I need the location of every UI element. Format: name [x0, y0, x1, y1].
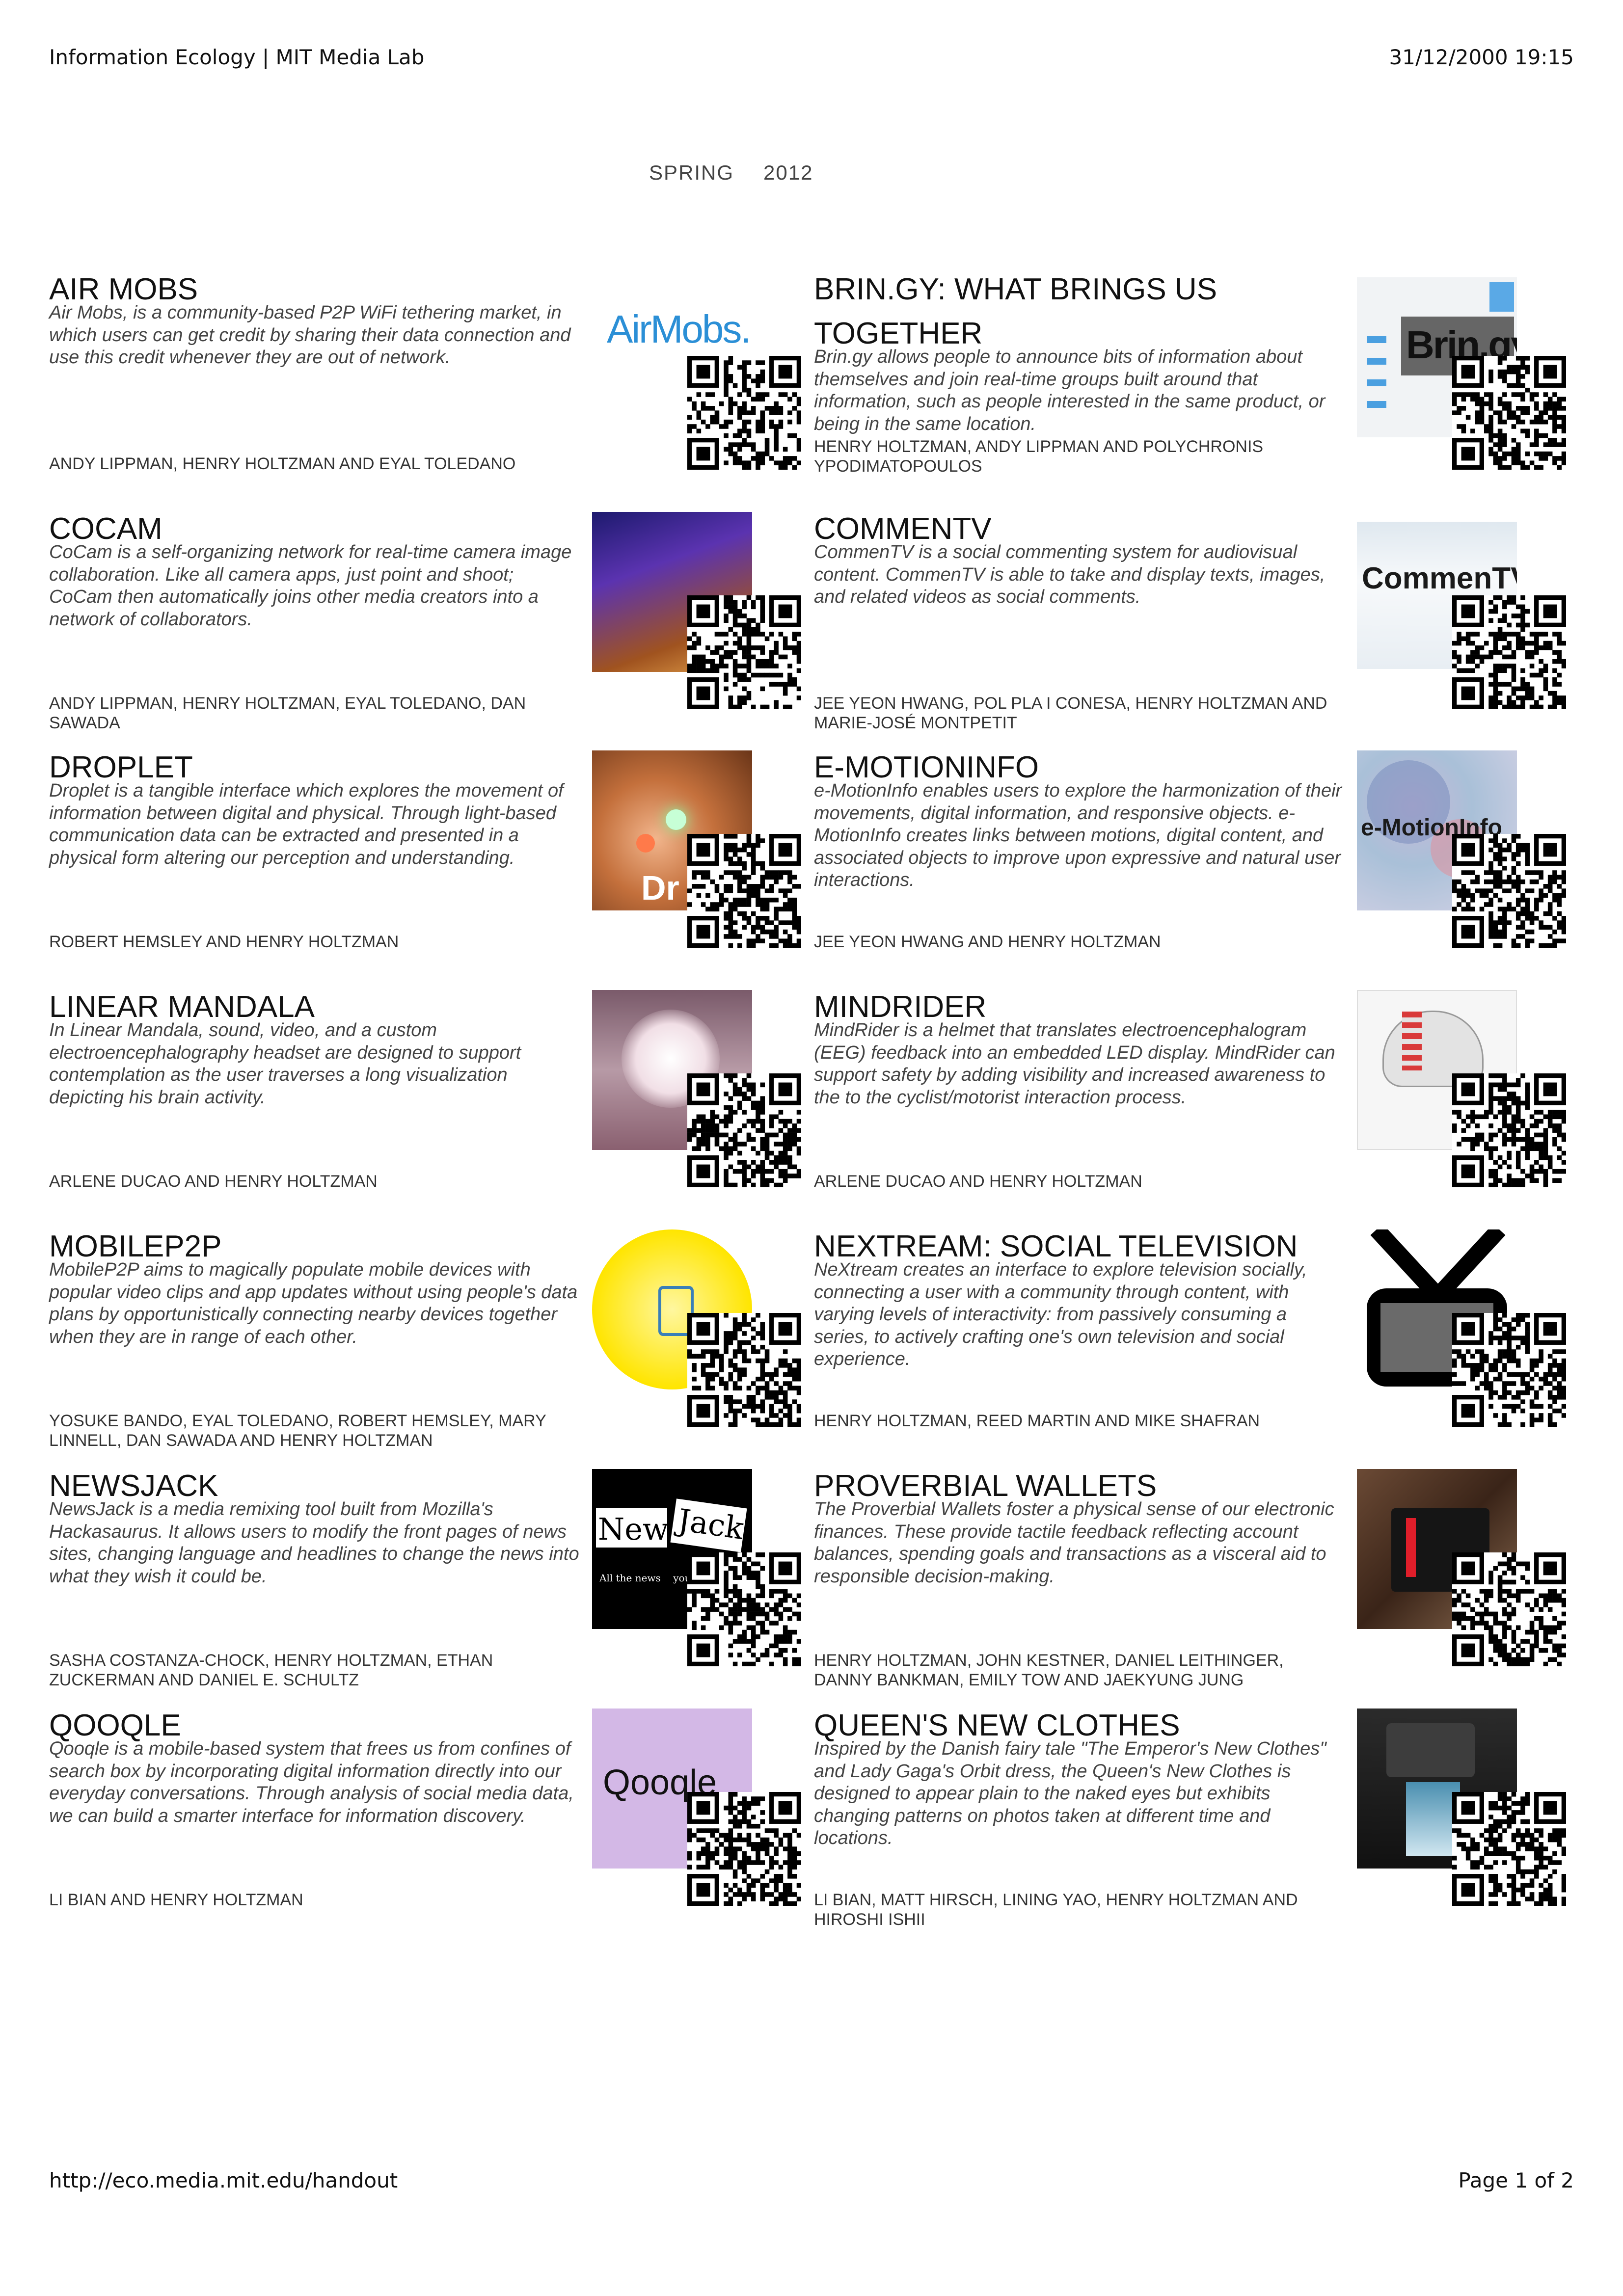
project-title: DROPLET [49, 750, 193, 784]
page-footer-url[interactable]: http://eco.media.mit.edu/handout [49, 2168, 398, 2192]
droplet-light [666, 809, 686, 830]
qr-code-icon [687, 1552, 801, 1666]
qr-code-icon [687, 834, 801, 948]
project-title: QUEEN'S NEW CLOTHES [814, 1709, 1180, 1742]
project-authors: JEE YEON HWANG, POL PLA I CONESA, HENRY … [814, 694, 1327, 732]
project-authors: LI BIAN, MATT HIRSCH, LINING YAO, HENRY … [814, 1891, 1298, 1929]
project-authors: JEE YEON HWANG AND HENRY HOLTZMAN [814, 933, 1161, 951]
project-authors: ROBERT HEMSLEY AND HENRY HOLTZMAN [49, 933, 399, 951]
counter-badge [1489, 282, 1514, 312]
project-authors: HENRY HOLTZMAN, JOHN KESTNER, DANIEL LEI… [814, 1651, 1284, 1689]
project-description: Droplet is a tangible interface which ex… [49, 780, 564, 868]
newsjack-logo-news: News [598, 1511, 684, 1547]
project-title: PROVERBIAL WALLETS [814, 1469, 1157, 1503]
project-description: CommenTV is a social commenting system f… [814, 542, 1325, 607]
project-description: MobileP2P aims to magically populate mob… [49, 1259, 578, 1347]
qr-code-icon [1452, 1313, 1566, 1427]
project-card-air-mobs: AIR MOBS Air Mobs, is a community-based … [49, 267, 805, 483]
newsjack-tagline: All the news you'd [599, 1572, 700, 1584]
project-card-bringy: BRIN.GY: WHAT BRINGS US TOGETHER Brin.gy… [814, 267, 1570, 483]
droplet-logo: Dr [641, 869, 679, 907]
project-description: The Proverbial Wallets foster a physical… [814, 1499, 1334, 1587]
project-title: MINDRIDER [814, 990, 987, 1024]
bubble [1367, 760, 1450, 844]
project-card-commentv: COMMENTV CommenTV is a social commenting… [814, 507, 1570, 732]
project-card-qooqle: QOOQLE Qooqle is a mobile-based system t… [49, 1704, 805, 1920]
project-description: NewsJack is a media remixing tool built … [49, 1499, 579, 1587]
camera-body [1386, 1723, 1475, 1777]
project-authors: SASHA COSTANZA-CHOCK, HENRY HOLTZMAN, ET… [49, 1651, 493, 1689]
project-authors: ANDY LIPPMAN, HENRY HOLTZMAN AND EYAL TO… [49, 454, 516, 473]
project-thumbnail [1357, 1709, 1517, 1869]
project-card-droplet: DROPLET Droplet is a tangible interface … [49, 746, 805, 961]
project-title: COMMENTV [814, 512, 992, 546]
ui-bars [1367, 336, 1386, 415]
semester-label: SPRING 2012 [649, 161, 842, 185]
page-header-timestamp: 31/12/2000 19:15 [1389, 45, 1574, 69]
qr-code-icon [687, 1792, 801, 1906]
qr-code-icon [1452, 1792, 1566, 1906]
project-title: MOBILEP2P [49, 1229, 222, 1263]
project-thumbnail [1357, 990, 1517, 1150]
project-authors: HENRY HOLTZMAN, ANDY LIPPMAN AND POLYCHR… [814, 437, 1264, 476]
project-title: QOOQLE [49, 1709, 181, 1742]
project-authors: ARLENE DUCAO AND HENRY HOLTZMAN [49, 1172, 378, 1191]
qr-code-icon [687, 356, 801, 470]
project-authors: ANDY LIPPMAN, HENRY HOLTZMAN, EYAL TOLED… [49, 694, 526, 732]
helmet-leds [1402, 1012, 1422, 1070]
project-description: CoCam is a self-organizing network for r… [49, 542, 572, 630]
wallet-light [1406, 1518, 1416, 1577]
project-authors: HENRY HOLTZMAN, REED MARTIN AND MIKE SHA… [814, 1412, 1260, 1430]
project-card-emotioninfo: E-MOTIONINFO e-MotionInfo enables users … [814, 746, 1570, 961]
device-icon [658, 1286, 694, 1336]
project-card-newsjack: NEWSJACK NewsJack is a media remixing to… [49, 1464, 805, 1689]
project-card-queens-new-clothes: QUEEN'S NEW CLOTHES Inspired by the Dani… [814, 1704, 1570, 1929]
project-description: NeXtream creates an interface to explore… [814, 1259, 1307, 1369]
project-thumbnail [592, 990, 752, 1150]
project-title: NEWSJACK [49, 1469, 218, 1503]
qr-code-icon [1452, 595, 1566, 709]
paper-scrap [596, 1508, 667, 1548]
project-title: AIR MOBS [49, 272, 198, 306]
project-title: BRIN.GY: WHAT BRINGS US TOGETHER [814, 272, 1217, 350]
project-description: Air Mobs, is a community-based P2P WiFi … [49, 302, 571, 368]
semester-season: SPRING [649, 161, 734, 184]
qr-code-icon [1452, 834, 1566, 948]
qr-code-icon [687, 1313, 801, 1427]
project-card-nextream: NEXTREAM: SOCIAL TELEVISION NeXtream cre… [814, 1225, 1570, 1441]
project-description: Brin.gy allows people to announce bits o… [814, 347, 1325, 434]
airmobs-logo: AirMobs. [607, 307, 752, 351]
droplet-light [636, 834, 655, 853]
qr-code-icon [1452, 356, 1566, 470]
project-title: COCAM [49, 512, 162, 546]
project-card-mobilep2p: MOBILEP2P MobileP2P aims to magically po… [49, 1225, 805, 1450]
project-title: E-MOTIONINFO [814, 750, 1039, 784]
project-description: Inspired by the Danish fairy tale "The E… [814, 1738, 1326, 1848]
qr-code-icon [687, 595, 801, 709]
page-header-title: Information Ecology | MIT Media Lab [49, 45, 425, 69]
project-card-cocam: COCAM CoCam is a self-organizing network… [49, 507, 805, 732]
commentv-logo: CommenTV [1362, 561, 1517, 595]
project-card-linear-mandala: LINEAR MANDALA In Linear Mandala, sound,… [49, 985, 805, 1201]
project-card-proverbial-wallets: PROVERBIAL WALLETS The Proverbial Wallet… [814, 1464, 1570, 1689]
project-authors: YOSUKE BANDO, EYAL TOLEDANO, ROBERT HEMS… [49, 1412, 546, 1450]
qr-code-icon [1452, 1552, 1566, 1666]
project-authors: LI BIAN AND HENRY HOLTZMAN [49, 1891, 303, 1909]
project-title: LINEAR MANDALA [49, 990, 315, 1024]
qr-code-icon [1452, 1073, 1566, 1187]
semester-year: 2012 [763, 161, 813, 184]
project-description: Qooqle is a mobile-based system that fre… [49, 1738, 574, 1826]
project-description: In Linear Mandala, sound, video, and a c… [49, 1020, 521, 1108]
project-card-mindrider: MINDRIDER MindRider is a helmet that tra… [814, 985, 1570, 1201]
project-description: MindRider is a helmet that translates el… [814, 1020, 1335, 1108]
project-title: NEXTREAM: SOCIAL TELEVISION [814, 1229, 1298, 1263]
project-authors: ARLENE DUCAO AND HENRY HOLTZMAN [814, 1172, 1142, 1191]
qr-code-icon [687, 1073, 801, 1187]
camera-screen [1406, 1782, 1460, 1856]
project-description: e-MotionInfo enables users to explore th… [814, 780, 1342, 890]
page-footer-page-number: Page 1 of 2 [1458, 2168, 1574, 2192]
